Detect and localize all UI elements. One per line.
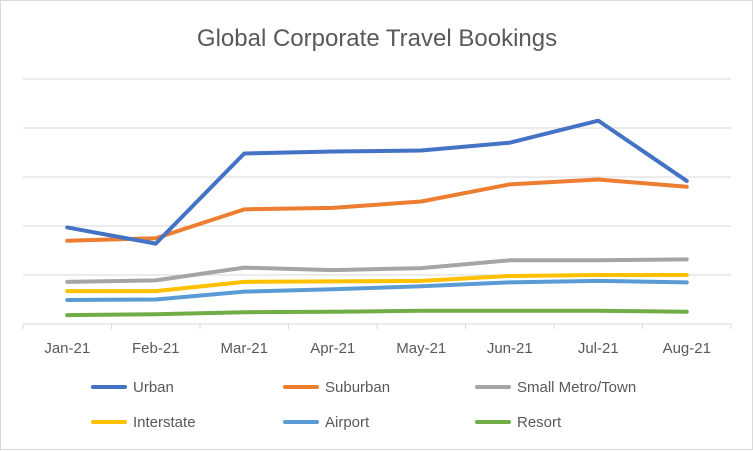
legend-label-small-metro-town: Small Metro/Town [517, 379, 636, 396]
series-lines [65, 118, 689, 318]
x-tick-label: Feb-21 [132, 340, 180, 357]
legend-label-resort: Resort [517, 414, 562, 431]
series-line-suburban [65, 177, 689, 243]
series-line-interstate [65, 273, 689, 294]
legend-label-urban: Urban [133, 379, 174, 396]
gridlines [23, 78, 731, 276]
x-tick-label: Jul-21 [578, 340, 619, 357]
chart-title: Global Corporate Travel Bookings [197, 25, 557, 52]
x-tick-label: Jan-21 [44, 340, 90, 357]
x-tick-label: Aug-21 [663, 340, 711, 357]
series-line-airport [65, 278, 689, 302]
x-tick-label: May-21 [396, 340, 446, 357]
legend: Urban Suburban Small Metro/Town Interstate A… [91, 379, 636, 431]
series-line-urban [65, 118, 689, 246]
legend-label-interstate: Interstate [133, 414, 196, 431]
x-axis: Jan-21 Feb-21 Mar-21 Apr-21 May-21 Jun-21 Jul-… [22, 323, 732, 357]
series-line-small-metro-town [65, 257, 689, 284]
legend-label-suburban: Suburban [325, 379, 390, 396]
x-tick-label: Apr-21 [310, 340, 355, 357]
x-tick-label: Mar-21 [220, 340, 268, 357]
series-line-resort [65, 308, 689, 318]
legend-label-airport: Airport [325, 414, 370, 431]
x-tick-label: Jun-21 [487, 340, 533, 357]
